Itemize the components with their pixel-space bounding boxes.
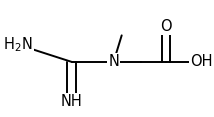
Text: H$_2$N: H$_2$N xyxy=(3,35,33,54)
Text: O: O xyxy=(160,19,172,34)
Text: N: N xyxy=(108,55,119,69)
Text: NH: NH xyxy=(61,94,83,109)
Text: OH: OH xyxy=(190,55,212,69)
